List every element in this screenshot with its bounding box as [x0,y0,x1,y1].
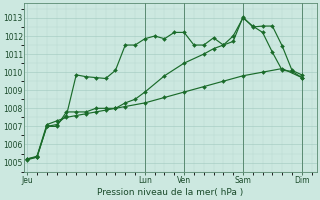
X-axis label: Pression niveau de la mer( hPa ): Pression niveau de la mer( hPa ) [97,188,244,197]
